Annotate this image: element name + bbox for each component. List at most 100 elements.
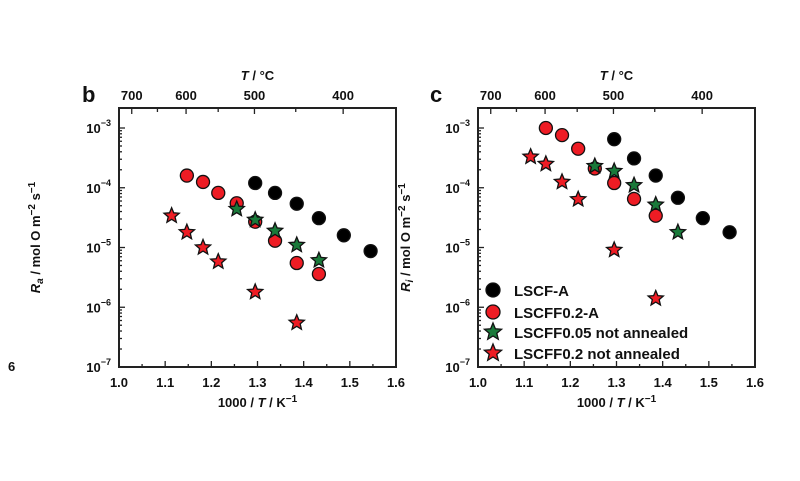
- data-point: [722, 225, 737, 240]
- legend-label: LSCFF0.2-A: [514, 305, 599, 322]
- x-tick-label: 1.2: [561, 375, 579, 390]
- panel-c: c 1.0 1.1 1.2 1.3 1.4 1.5 1.6 1000 / T / K−1 700 6…: [397, 68, 764, 410]
- data-point: [624, 175, 644, 194]
- data-point: [571, 141, 586, 156]
- y-tick-label: 10−6: [86, 297, 111, 315]
- legend-marker: [485, 304, 501, 320]
- top-x-tick-label: 700: [121, 88, 143, 103]
- x-tick-label: 1.2: [202, 375, 220, 390]
- data-point: [607, 175, 622, 191]
- legend-item: LSCF-A: [485, 282, 569, 300]
- plot-frame: [118, 107, 397, 368]
- data-point: [648, 168, 663, 183]
- x-tick-label: 1.0: [110, 375, 128, 390]
- legend-label: LSCFF0.05 not annealed: [514, 325, 688, 342]
- top-x-tick-label: 600: [534, 88, 556, 103]
- top-x-axis-title: T / °C: [600, 68, 634, 83]
- data-point: [267, 185, 283, 201]
- y-tick-label: 10−3: [86, 118, 111, 136]
- y-tick-label: 10−5: [86, 238, 111, 256]
- data-point: [336, 228, 351, 243]
- data-point: [245, 282, 265, 300]
- data-point: [309, 250, 329, 269]
- y-axis-title: Ri / mol O m−2 s−1: [397, 183, 416, 292]
- y-tick-label: 10−3: [445, 118, 470, 136]
- data-point: [162, 206, 181, 224]
- data-point: [670, 190, 686, 205]
- legend-item: LSCFF0.2 not annealed: [482, 342, 680, 363]
- x-tick-label: 1.6: [387, 375, 405, 390]
- y-tick-label: 10−7: [86, 357, 111, 375]
- data-point: [287, 235, 306, 253]
- data-point: [604, 240, 624, 258]
- x-tick-label: 1.4: [295, 375, 314, 390]
- data-point: [265, 221, 285, 239]
- x-axis-title: 1000 / T / K−1: [218, 394, 298, 410]
- data-point: [538, 120, 554, 136]
- data-point: [607, 132, 622, 147]
- series-lscff0-05-not-annealed: [585, 156, 688, 241]
- legend-marker: [482, 321, 504, 341]
- legend-marker: [482, 342, 504, 362]
- page-number-label: 6: [8, 359, 15, 374]
- data-point: [311, 266, 327, 282]
- data-point: [211, 185, 226, 201]
- series-lscff0-2-not-annealed: [521, 147, 665, 307]
- data-point: [536, 154, 556, 172]
- data-point: [227, 199, 246, 217]
- data-point: [568, 189, 588, 208]
- y-tick-label: 10−4: [445, 178, 470, 196]
- x-tick-label: 1.3: [248, 375, 266, 390]
- y-axis-title: Ra / mol O m−2 s−1: [27, 181, 46, 293]
- top-x-tick-label: 700: [480, 88, 502, 103]
- panel-letter: c: [430, 82, 442, 107]
- data-point: [363, 243, 378, 259]
- data-point: [552, 172, 572, 190]
- legend-item: LSCFF0.05 not annealed: [482, 321, 688, 342]
- series-lscff0-05-not-annealed: [227, 199, 329, 269]
- data-point: [695, 210, 710, 226]
- legend-label: LSCFF0.2 not annealed: [514, 346, 680, 363]
- data-point: [604, 161, 624, 179]
- legend-label: LSCF-A: [514, 283, 569, 300]
- data-point: [668, 222, 688, 241]
- top-x-tick-label: 500: [244, 88, 266, 103]
- panel-b: b 1.0 1.1 1.2 1.3 1.4 1.5 1.6 1000 / T / K−1 700 6…: [27, 68, 405, 410]
- series-lscf-a: [607, 132, 737, 240]
- x-axis-title: 1000 / T / K−1: [577, 394, 657, 410]
- x-tick-label: 1.0: [469, 375, 487, 390]
- data-point: [289, 196, 304, 211]
- y-tick-label: 10−6: [445, 297, 470, 315]
- data-point: [245, 210, 265, 228]
- data-point: [626, 191, 642, 207]
- data-point: [311, 210, 327, 226]
- x-tick-label: 1.4: [654, 375, 673, 390]
- x-tick-label: 1.6: [746, 375, 764, 390]
- x-tick-label: 1.1: [156, 375, 174, 390]
- data-point: [646, 195, 665, 213]
- x-tick-label: 1.5: [700, 375, 718, 390]
- top-x-tick-label: 400: [691, 88, 713, 103]
- data-point: [179, 168, 195, 183]
- data-point: [648, 208, 663, 223]
- data-point: [646, 288, 665, 307]
- x-tick-label: 1.3: [607, 375, 625, 390]
- data-point: [521, 147, 540, 165]
- data-point: [193, 237, 213, 256]
- top-x-tick-label: 400: [332, 88, 354, 103]
- y-tick-label: 10−4: [86, 178, 111, 196]
- panel-letter: b: [82, 82, 95, 107]
- x-tick-label: 1.5: [341, 375, 359, 390]
- data-point: [289, 255, 304, 271]
- data-point: [177, 222, 197, 241]
- y-tick-label: 10−5: [445, 238, 470, 256]
- series-lscff0-2-not-annealed: [162, 206, 306, 331]
- legend: LSCF-A LSCFF0.2-A LSCFF0.05 not annealed LS…: [482, 282, 688, 363]
- top-x-tick-label: 600: [175, 88, 197, 103]
- top-x-tick-label: 500: [603, 88, 625, 103]
- data-point: [554, 127, 570, 143]
- series-lscff0-2-a: [538, 120, 663, 223]
- x-tick-label: 1.1: [515, 375, 533, 390]
- data-point: [209, 251, 228, 270]
- data-point: [248, 175, 263, 191]
